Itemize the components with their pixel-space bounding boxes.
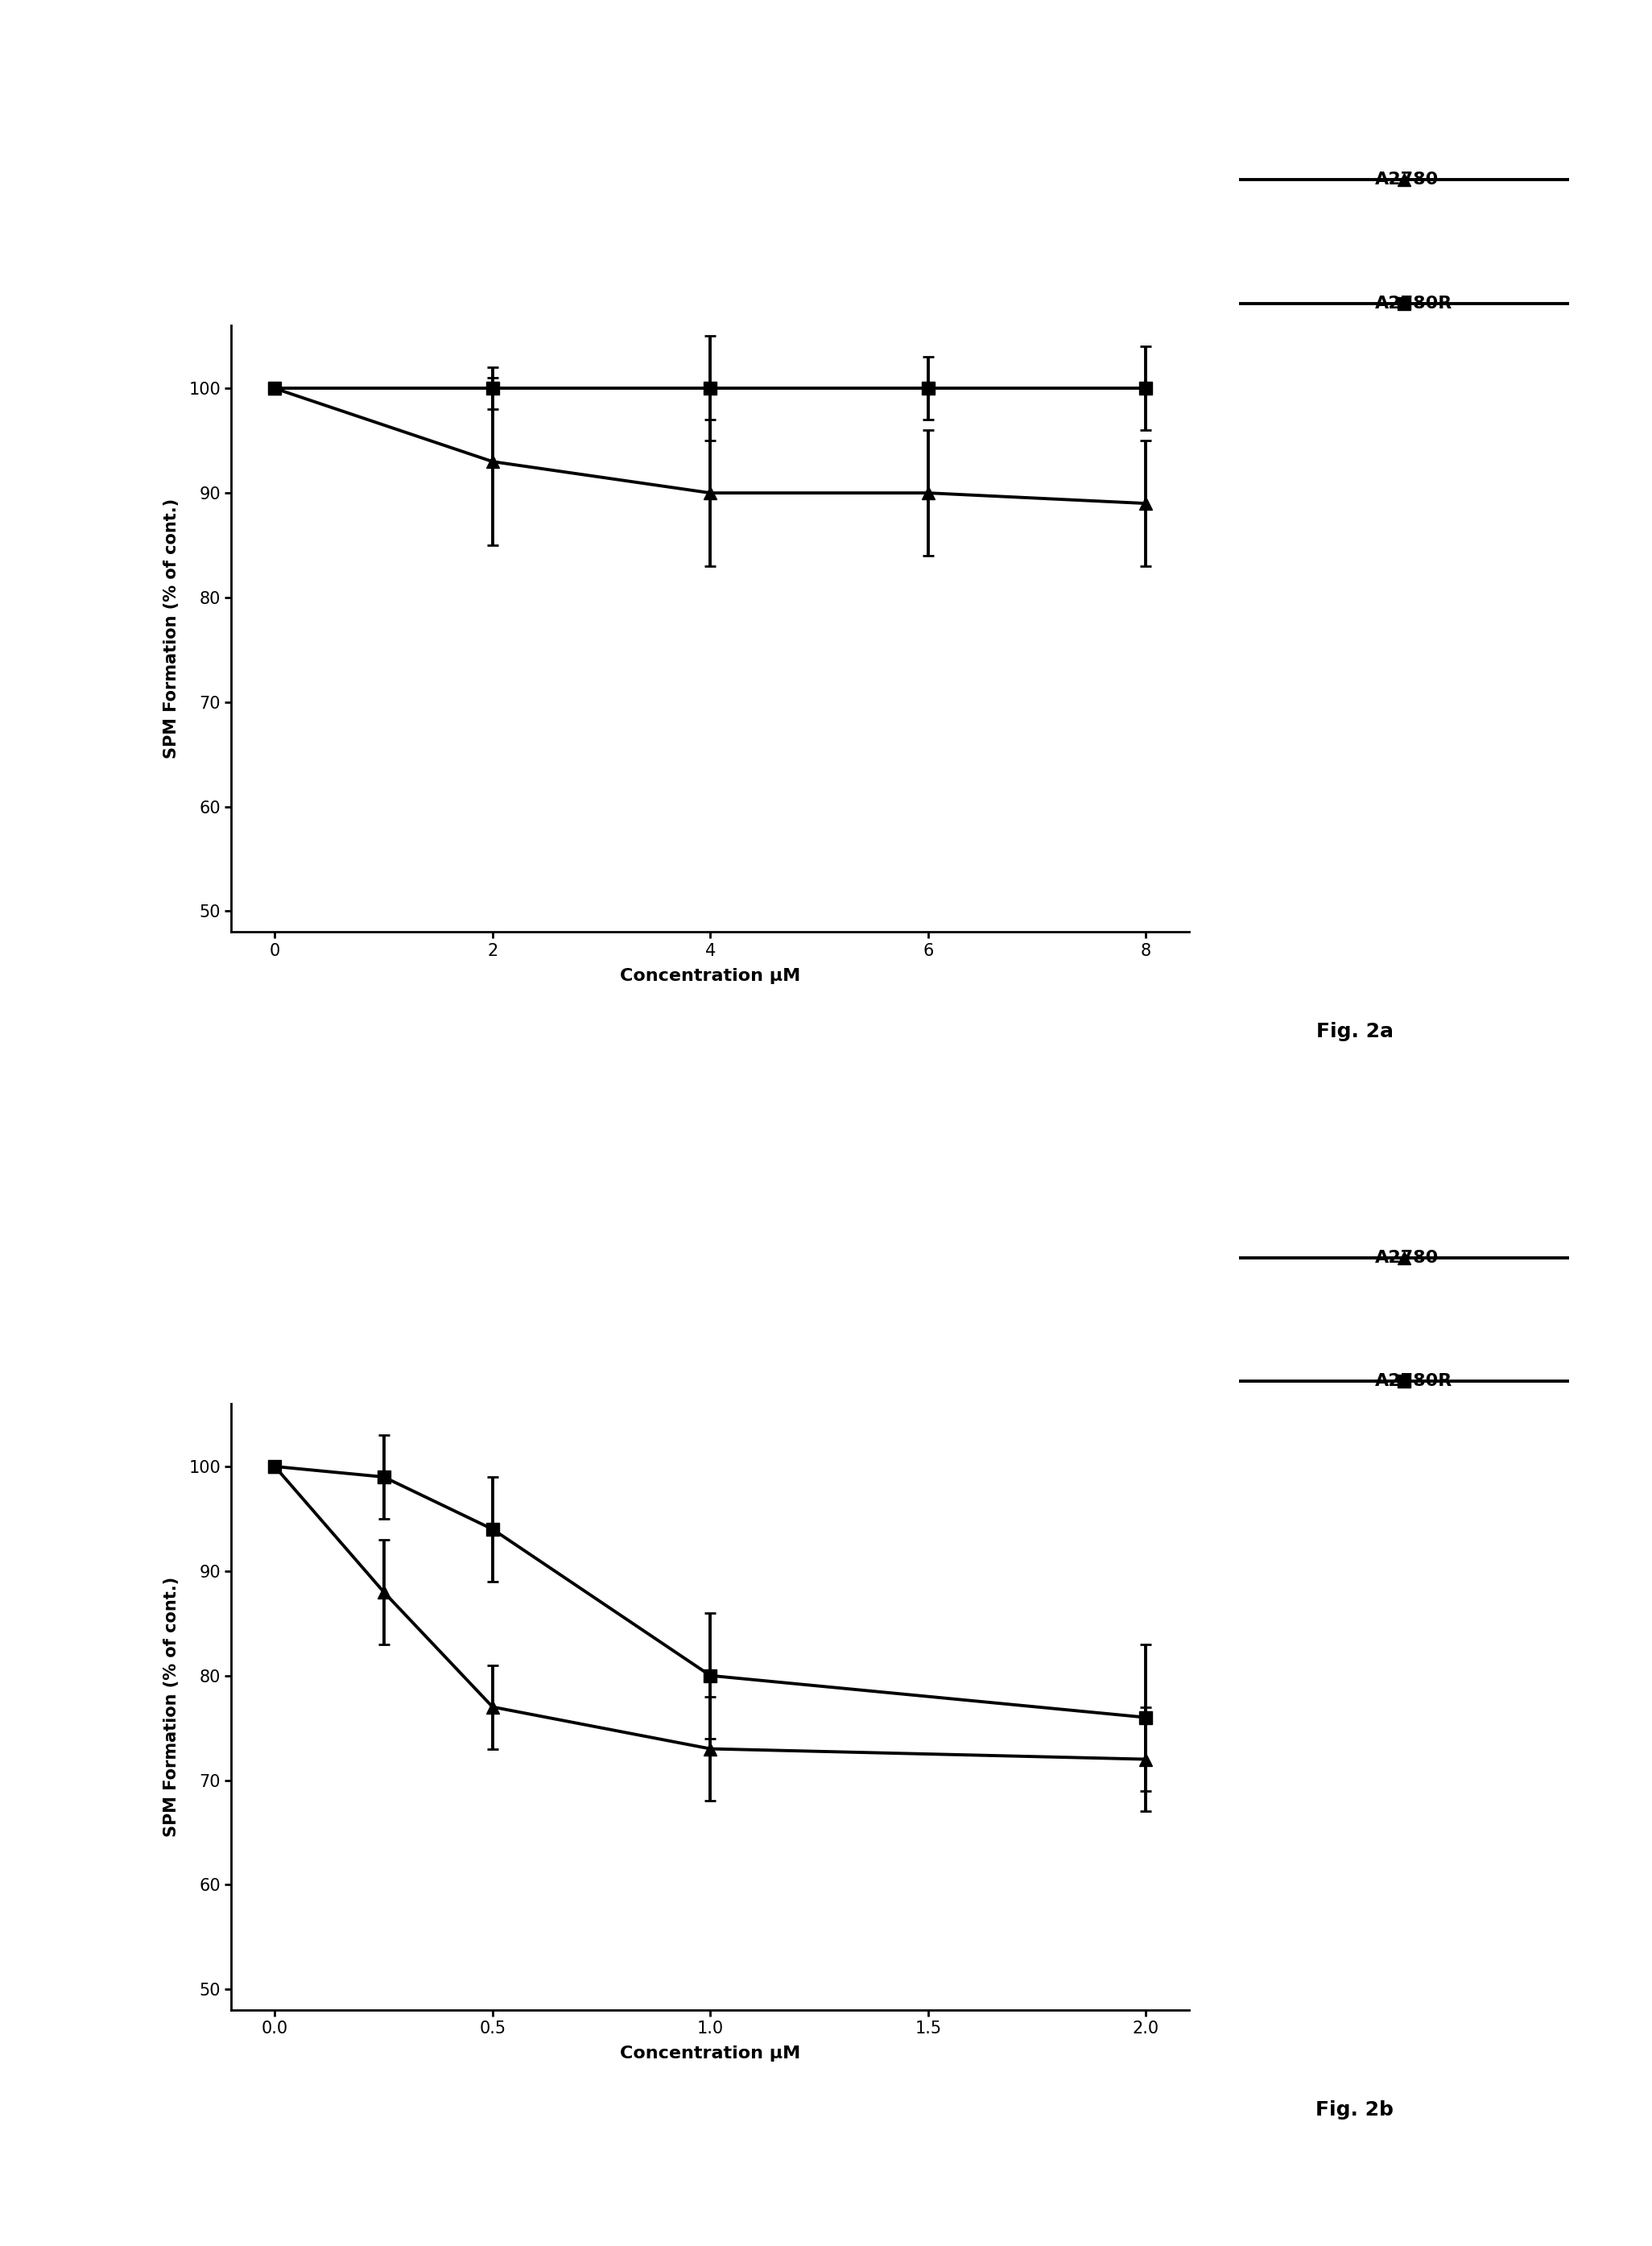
X-axis label: Concentration μM: Concentration μM	[620, 968, 801, 984]
Text: A2780: A2780	[1374, 1249, 1439, 1267]
Text: A2780R: A2780R	[1374, 1372, 1452, 1390]
Y-axis label: SPM Formation (% of cont.): SPM Formation (% of cont.)	[164, 1577, 180, 1837]
Text: Fig. 2b: Fig. 2b	[1315, 2100, 1394, 2120]
Text: A2780: A2780	[1374, 171, 1439, 189]
X-axis label: Concentration μM: Concentration μM	[620, 2046, 801, 2062]
Text: A2780R: A2780R	[1374, 294, 1452, 312]
Text: Fig. 2a: Fig. 2a	[1317, 1022, 1393, 1042]
Y-axis label: SPM Formation (% of cont.): SPM Formation (% of cont.)	[164, 499, 180, 759]
